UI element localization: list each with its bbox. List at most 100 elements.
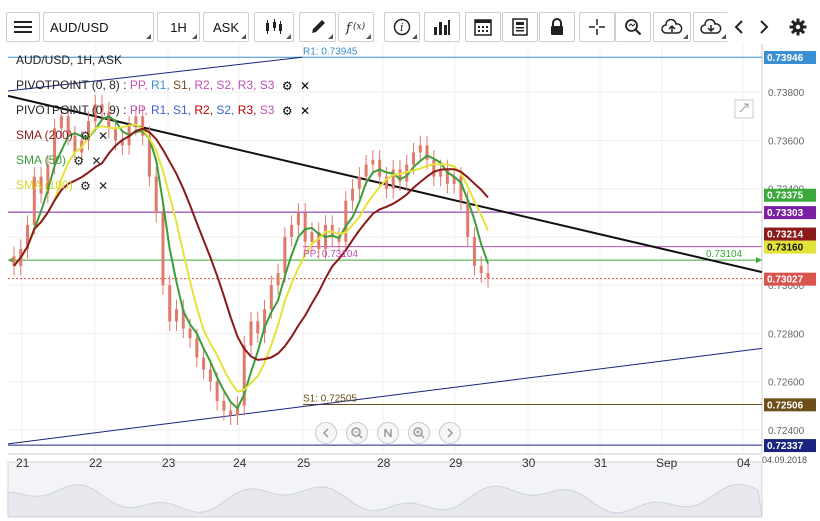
scroll-right-button[interactable]: [752, 12, 776, 42]
candle-body: [378, 159, 382, 177]
sma50-remove-icon[interactable]: ✕: [91, 153, 102, 168]
pivot-1-name: PIVOTPOINT (0, 8): [16, 78, 120, 92]
zoom-in-button[interactable]: [408, 422, 430, 444]
svg-text:i: i: [400, 21, 404, 34]
lock-button[interactable]: [539, 12, 575, 42]
candle-body: [154, 176, 158, 213]
level-r3: R3,: [237, 78, 257, 92]
navigator-area: [7, 483, 763, 518]
candle-body: [53, 128, 57, 165]
candles: [12, 94, 490, 426]
pivot-1-sep: :: [123, 78, 127, 92]
candle-body: [283, 236, 287, 274]
menu-button[interactable]: [6, 12, 40, 42]
price-tag: [764, 398, 816, 412]
candle-body: [120, 140, 124, 146]
candle-body: [398, 169, 402, 182]
candle-body: [344, 200, 348, 242]
price-tick-label: 0.73600: [768, 136, 805, 147]
level-pp: PP,: [129, 103, 148, 117]
pivot-1-settings-icon[interactable]: ⚙: [281, 78, 293, 93]
upload-button[interactable]: [653, 12, 691, 42]
sma200-remove-icon[interactable]: ✕: [98, 128, 109, 143]
price-tick-label: 0.73000: [768, 281, 805, 292]
price-type-select[interactable]: ASK: [203, 12, 249, 42]
candle-body: [39, 176, 43, 194]
candle-body: [357, 176, 361, 189]
download-button[interactable]: [693, 12, 729, 42]
price-tag-text: 0.73214: [767, 230, 804, 241]
sma100-remove-icon[interactable]: ✕: [98, 178, 109, 193]
candle-body: [425, 145, 429, 160]
level-s2: S2,: [216, 103, 235, 117]
time-tick-label: 23: [162, 456, 176, 470]
crosshair-icon: [589, 19, 605, 35]
crosshair-button[interactable]: [579, 12, 615, 42]
candle-body: [242, 345, 246, 406]
indicators-button[interactable]: f (x): [338, 12, 374, 42]
chevron-left-icon: [734, 20, 743, 34]
price-tag-text: 0.73303: [767, 208, 804, 219]
time-tick-label: 29: [449, 456, 463, 470]
nav-right-button[interactable]: [439, 422, 461, 444]
price-tag: [764, 206, 816, 220]
timeframe-select[interactable]: 1H: [157, 12, 200, 42]
pivot-1-remove-icon[interactable]: ✕: [299, 78, 310, 93]
price-tag: [764, 240, 816, 254]
candle-body: [486, 273, 490, 278]
candle-body: [452, 176, 456, 184]
legend-pivot-1: PIVOTPOINT (0, 8) : PP, R1, S1, R2, S2, …: [16, 77, 310, 93]
symbol-label: AUD/USD: [50, 19, 109, 35]
support-trendline: [7, 347, 763, 445]
nav-left-button[interactable]: [315, 422, 337, 444]
draw-tool-button[interactable]: [299, 12, 336, 42]
level-labels: R1: 0.73945 PP: 0.73104 0.73104 S1: 0.72505: [303, 46, 743, 404]
candle-body: [459, 176, 463, 201]
toolbar: AUD/USD 1H ASK f (x) i: [0, 0, 820, 44]
legend-sma100: SMA (100) ⚙ ✕: [16, 177, 108, 193]
price-tick-label: 0.73800: [768, 88, 805, 99]
axis-date-label: 04.09.2018: [762, 455, 808, 465]
info-button[interactable]: i: [384, 12, 420, 42]
symbol-input[interactable]: AUD/USD: [43, 12, 154, 42]
candle-body: [168, 285, 172, 322]
legend-title: AUD/USD, 1H, ASK: [16, 53, 123, 67]
news-button[interactable]: [502, 12, 538, 42]
fullscreen-button[interactable]: [734, 99, 754, 119]
candle-body: [215, 381, 219, 401]
news-icon: [512, 18, 528, 36]
level-r1: R1,: [150, 103, 170, 117]
candle-body: [175, 309, 179, 322]
pivot-2-settings-icon[interactable]: ⚙: [281, 103, 293, 118]
time-tick-label: 04: [737, 456, 751, 470]
price-tag: [764, 188, 816, 202]
candle-body: [59, 116, 63, 129]
zoom-button[interactable]: [615, 12, 651, 42]
svg-text:(x): (x): [353, 21, 366, 32]
zoom-out-button[interactable]: [346, 422, 368, 444]
sma100-settings-icon[interactable]: ⚙: [80, 178, 91, 193]
zoom-out-icon: [351, 427, 363, 439]
price-tick-label: 0.72400: [768, 426, 805, 437]
candle-body: [337, 236, 341, 242]
sma50-settings-icon[interactable]: ⚙: [73, 153, 85, 168]
level-r2: R2,: [194, 103, 214, 117]
level-s3: S3: [259, 78, 275, 92]
time-tick-label: 22: [89, 456, 103, 470]
sma200-settings-icon[interactable]: ⚙: [80, 128, 91, 143]
price-tag: [764, 439, 816, 453]
time-tick-label: 31: [594, 456, 608, 470]
candle-body: [439, 169, 443, 177]
candle-body: [235, 405, 239, 416]
volume-button[interactable]: [424, 12, 460, 42]
candle-body: [384, 176, 388, 189]
settings-button[interactable]: [784, 12, 812, 42]
scroll-left-button[interactable]: [727, 12, 751, 42]
sma200-label: SMA (200): [16, 128, 73, 142]
calendar-button[interactable]: [465, 12, 501, 42]
candle-body: [195, 338, 199, 358]
chart-area[interactable]: R1: 0.73945 PP: 0.73104 0.73104 S1: 0.72505…: [0, 44, 820, 521]
pivot-2-remove-icon[interactable]: ✕: [299, 103, 310, 118]
chart-type-button[interactable]: [254, 12, 294, 42]
reset-button[interactable]: [377, 422, 399, 444]
